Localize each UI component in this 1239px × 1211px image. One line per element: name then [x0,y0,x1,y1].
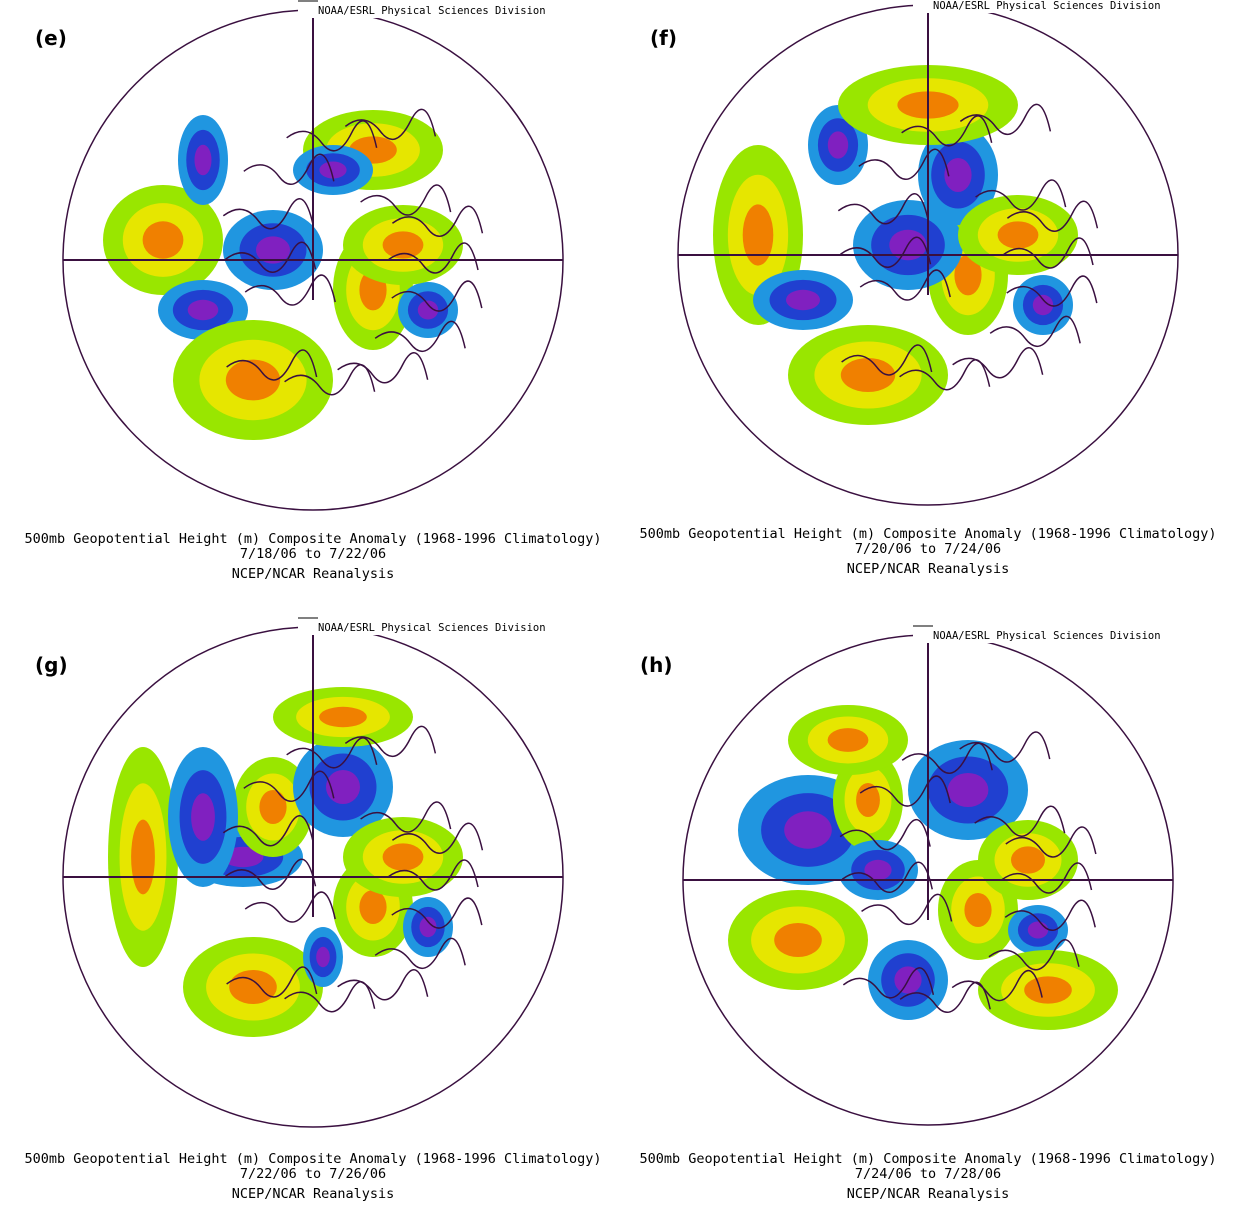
anomaly-contour [743,204,774,265]
map-body [713,65,1097,425]
panel-label: (e) [35,26,67,50]
anomaly-contour [191,793,215,841]
anomaly-contour [786,290,820,310]
anomaly-contour [998,221,1039,248]
credit: NOAA/ESRL Physical Sciences Division [318,5,546,17]
caption-line: 7/22/06 to 7/26/06 [240,1166,386,1182]
caption-line: NCEP/NCAR Reanalysis [847,561,1010,577]
caption-line: NCEP/NCAR Reanalysis [232,566,395,582]
anomaly-contour [864,860,891,880]
anomaly-contour [1011,846,1045,873]
coastline [245,892,335,922]
caption-line: NCEP/NCAR Reanalysis [847,1186,1010,1202]
coastline [953,348,1043,378]
figure: NOAA/ESRL Physical Sciences Division (e) 5… [0,0,1239,1211]
anomaly-contour [188,300,219,320]
caption-line: 500mb Geopotential Height (m) Composite … [24,1151,601,1167]
map-panel: NOAA/ESRL Physical Sciences Division (f) 5… [639,0,1216,577]
caption-line: 7/20/06 to 7/24/06 [855,541,1001,557]
anomaly-contour [1024,976,1072,1003]
panel-label: (f) [650,26,677,50]
anomaly-contour [131,820,155,895]
coastline [338,970,428,1000]
anomaly-contour [1028,922,1048,939]
anomaly-contour [828,728,869,752]
anomaly-contour [828,131,848,158]
map-panel: NOAA/ESRL Physical Sciences Division (e) 5… [24,1,601,582]
map-body [103,109,482,440]
caption-line: 500mb Geopotential Height (m) Composite … [639,1151,1216,1167]
caption-line: 7/24/06 to 7/28/06 [855,1166,1001,1182]
panel-label: (h) [640,653,673,677]
anomaly-contour [383,231,424,258]
caption-line: NCEP/NCAR Reanalysis [232,1186,395,1202]
anomaly-contour [143,221,184,258]
map-panel: NOAA/ESRL Physical Sciences Division (h) 5… [639,626,1216,1202]
anomaly-contour [784,811,832,848]
anomaly-contour [359,890,386,924]
map-panel: NOAA/ESRL Physical Sciences Division (g) 5… [24,618,601,1202]
credit: NOAA/ESRL Physical Sciences Division [933,630,1161,642]
coastline [338,353,428,383]
panel-label: (g) [35,653,68,677]
map-body [728,705,1118,1030]
caption-line: 500mb Geopotential Height (m) Composite … [639,526,1216,542]
credit: NOAA/ESRL Physical Sciences Division [933,0,1161,12]
anomaly-contour [229,970,277,1004]
caption-line: 7/18/06 to 7/22/06 [240,546,386,562]
anomaly-contour [195,145,212,176]
anomaly-contour [316,947,330,967]
anomaly-contour [964,893,991,927]
caption-line: 500mb Geopotential Height (m) Composite … [24,531,601,547]
anomaly-contour [948,773,989,807]
anomaly-contour [383,843,424,870]
anomaly-contour [319,707,367,727]
map-body [108,687,482,1037]
anomaly-contour [259,790,286,824]
anomaly-contour [774,923,822,957]
credit: NOAA/ESRL Physical Sciences Division [318,622,546,634]
